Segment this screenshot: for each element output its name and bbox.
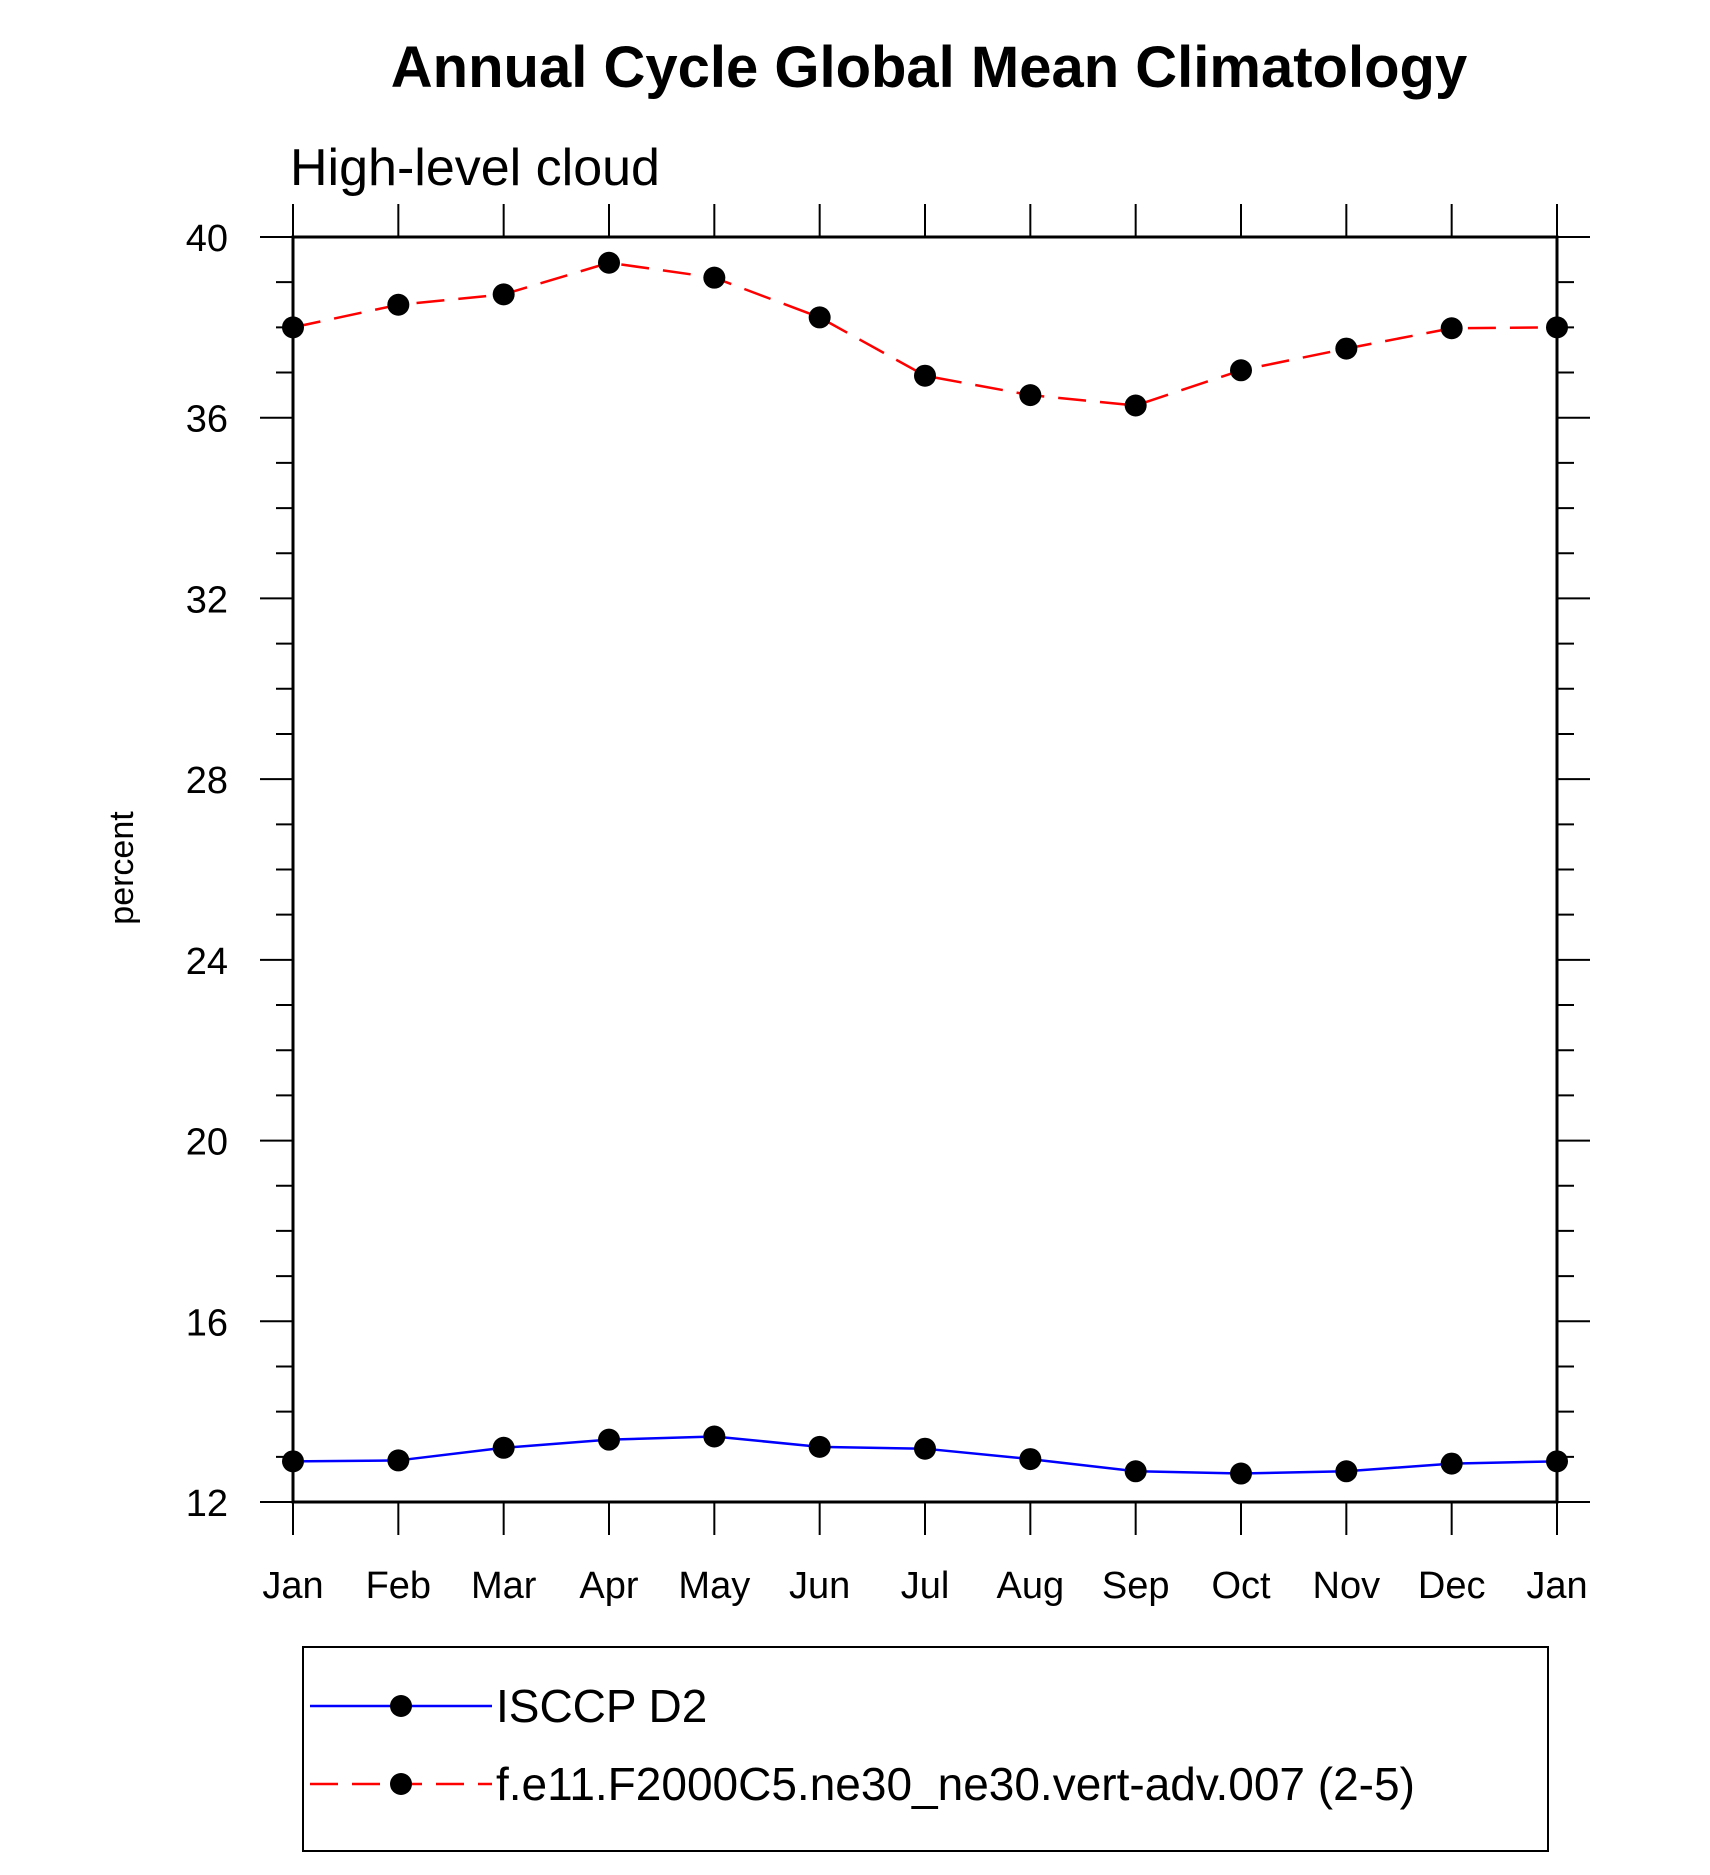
series-2-point (1230, 359, 1252, 382)
series-2-point (598, 251, 620, 274)
series-lines (292, 261, 1558, 1475)
x-tick-label: Aug (997, 1565, 1065, 1607)
series-2-point (1335, 337, 1358, 360)
x-tick-label: Dec (1418, 1565, 1486, 1607)
series-1-point (703, 1425, 726, 1448)
x-tick-label: Feb (366, 1565, 431, 1607)
legend-marker-2 (390, 1773, 412, 1795)
series-1-point (1440, 1452, 1463, 1475)
series-1-point (492, 1436, 515, 1459)
x-tick-label: Oct (1211, 1565, 1271, 1607)
series-1-point (1230, 1462, 1252, 1485)
x-tick-label: Mar (471, 1565, 537, 1607)
y-tick-label: 28 (186, 760, 228, 802)
y-tick-label: 32 (186, 579, 228, 621)
series-1-point (1124, 1460, 1147, 1483)
series-1-point (914, 1437, 936, 1460)
series-2-point (1546, 316, 1568, 339)
y-tick-label: 20 (186, 1122, 228, 1164)
axis-ticks (260, 204, 1590, 1535)
series-2-point (387, 293, 410, 316)
series-2-point (1124, 394, 1147, 417)
x-tick-label: Jun (789, 1565, 850, 1607)
x-tick-label: May (678, 1565, 750, 1607)
x-tick-label: Jan (1526, 1565, 1587, 1607)
series-2-point (1019, 384, 1042, 407)
series-1-point (1335, 1460, 1358, 1483)
y-tick-label: 16 (186, 1302, 228, 1344)
y-tick-label: 36 (186, 399, 228, 441)
series-1-point (282, 1450, 304, 1473)
legend-label-1: ISCCP D2 (496, 1680, 707, 1732)
x-tick-label: Apr (579, 1565, 638, 1607)
series-2-point (492, 283, 515, 306)
series-2-point (808, 306, 831, 329)
x-tick-labels: Jan Feb Mar Apr May Jun Jul Aug Sep Oct Nov Dec Jan (262, 1565, 1587, 1607)
x-tick-label: Jul (901, 1565, 950, 1607)
legend-box (302, 1646, 1549, 1852)
x-tick-label: Sep (1102, 1565, 1170, 1607)
y-tick-label: 40 (186, 218, 228, 260)
x-tick-label: Nov (1313, 1565, 1381, 1607)
series-1-point (1546, 1450, 1568, 1473)
series-1-point (387, 1449, 410, 1472)
x-tick-label: Jan (262, 1565, 323, 1607)
y-tick-label: 24 (186, 941, 228, 983)
series-2-point (914, 364, 936, 387)
y-tick-label: 12 (186, 1483, 228, 1525)
series-markers (282, 251, 1568, 1485)
series-2-point (1440, 317, 1463, 340)
legend: ISCCP D2 f.e11.F2000C5.ne30_ne30.vert-adv… (302, 1646, 1549, 1852)
plot-frame (291, 235, 1559, 1504)
series-1-point (808, 1435, 831, 1458)
series-1-point (598, 1428, 620, 1451)
chart-subtitle: High-level cloud (290, 139, 660, 197)
series-1-point (1019, 1448, 1042, 1471)
series-2-point (282, 316, 304, 339)
y-axis-label: percent (103, 811, 141, 925)
legend-label-2: f.e11.F2000C5.ne30_ne30.vert-adv.007 (2-… (496, 1758, 1415, 1810)
legend-marker-1 (390, 1695, 412, 1717)
series-2-point (703, 266, 726, 289)
chart-title: Annual Cycle Global Mean Climatology (391, 35, 1467, 100)
y-tick-labels: 12 16 20 24 28 32 36 40 (186, 218, 228, 1525)
